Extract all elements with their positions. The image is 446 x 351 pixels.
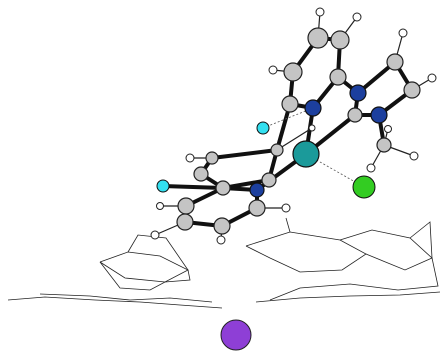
atom — [410, 152, 418, 160]
molecule-scene — [0, 0, 446, 351]
bond — [163, 186, 223, 188]
atom — [331, 31, 349, 49]
atom — [309, 125, 315, 131]
atom — [206, 152, 218, 164]
wire-ring-left — [100, 252, 188, 282]
wire-ligand-right — [256, 292, 440, 302]
atom — [385, 126, 392, 133]
atom — [330, 69, 346, 85]
atom — [157, 203, 164, 210]
atom — [293, 141, 319, 167]
wire-ring-left-2 — [100, 235, 190, 290]
atom — [221, 320, 251, 350]
atom — [178, 198, 194, 214]
atom — [305, 100, 321, 116]
atom — [350, 85, 366, 101]
atom — [151, 231, 159, 239]
atom — [377, 138, 391, 152]
atom — [257, 122, 269, 134]
atom — [284, 63, 302, 81]
atom — [249, 200, 265, 216]
atom — [250, 183, 264, 197]
wire-ring-right-2 — [340, 230, 432, 270]
atom — [387, 54, 403, 70]
atom — [214, 218, 230, 234]
atom — [308, 28, 328, 48]
atom — [271, 144, 283, 156]
atom — [316, 8, 324, 16]
wire-branch-right — [270, 222, 438, 300]
atom — [428, 74, 436, 82]
page: {} — [0, 0, 446, 351]
atom — [177, 214, 193, 230]
atom — [217, 236, 225, 244]
wire-branch-right-2 — [286, 218, 290, 232]
atom — [371, 107, 387, 123]
atom — [404, 82, 420, 98]
bond — [212, 150, 277, 158]
atom — [353, 13, 361, 21]
atom — [157, 180, 169, 192]
atom — [399, 29, 407, 37]
atom — [348, 108, 362, 122]
atom — [194, 167, 208, 181]
atom — [216, 181, 230, 195]
atom — [367, 164, 375, 172]
atom — [353, 176, 375, 198]
atom — [282, 96, 298, 112]
atom — [262, 173, 276, 187]
atom — [282, 204, 290, 212]
atom — [186, 154, 194, 162]
atom — [269, 66, 277, 74]
wire-ring-right — [246, 232, 366, 272]
